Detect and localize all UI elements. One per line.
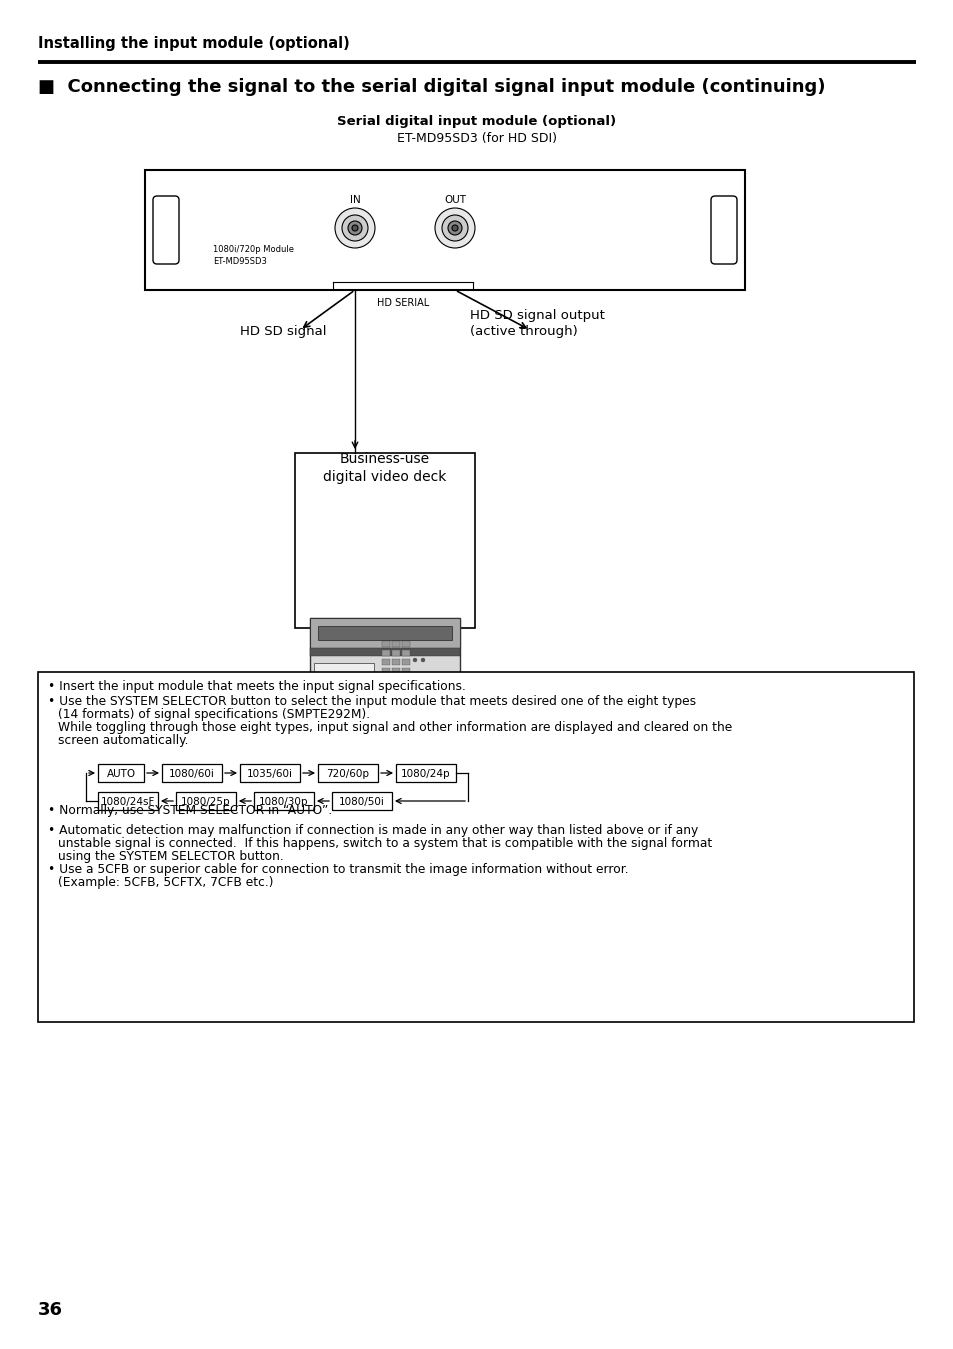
Text: OUT: OUT: [443, 196, 465, 205]
Bar: [98, 764, 144, 782]
Text: 1080/25p: 1080/25p: [181, 797, 231, 807]
Text: • Insert the input module that meets the input signal specifications.: • Insert the input module that meets the…: [48, 680, 465, 693]
Bar: [335, 711, 354, 720]
Bar: [384, 700, 395, 708]
Bar: [392, 668, 399, 674]
Bar: [253, 792, 314, 809]
Circle shape: [420, 696, 455, 730]
Circle shape: [441, 214, 468, 241]
Text: HD SERIAL: HD SERIAL: [376, 298, 429, 308]
Bar: [332, 792, 392, 809]
Bar: [98, 792, 158, 809]
Text: 1080/30p: 1080/30p: [259, 797, 309, 807]
Bar: [175, 792, 235, 809]
Text: (Example: 5CFB, 5CFTX, 7CFB etc.): (Example: 5CFB, 5CFTX, 7CFB etc.): [58, 876, 274, 889]
Bar: [38, 672, 913, 1023]
Text: 1080i/720p Module: 1080i/720p Module: [213, 246, 294, 254]
Bar: [381, 668, 390, 674]
Bar: [395, 764, 456, 782]
Text: 1080/60i: 1080/60i: [169, 769, 214, 778]
FancyBboxPatch shape: [710, 196, 737, 264]
FancyBboxPatch shape: [152, 196, 179, 264]
Text: While toggling through those eight types, input signal and other information are: While toggling through those eight types…: [58, 720, 732, 734]
Text: 1080/24p: 1080/24p: [401, 769, 451, 778]
Bar: [381, 650, 390, 656]
Text: ■  Connecting the signal to the serial digital signal input module (continuing): ■ Connecting the signal to the serial di…: [38, 78, 824, 96]
Circle shape: [435, 208, 475, 248]
Circle shape: [452, 225, 457, 231]
Text: using the SYSTEM SELECTOR button.: using the SYSTEM SELECTOR button.: [58, 850, 283, 863]
Bar: [392, 650, 399, 656]
Bar: [355, 700, 367, 708]
Circle shape: [341, 214, 368, 241]
Bar: [401, 650, 410, 656]
Circle shape: [413, 658, 416, 662]
Circle shape: [430, 706, 446, 720]
Bar: [162, 764, 222, 782]
Text: • Automatic detection may malfunction if connection is made in any other way tha: • Automatic detection may malfunction if…: [48, 824, 698, 836]
Bar: [357, 711, 375, 720]
Bar: [401, 660, 410, 665]
Text: Serial digital input module (optional): Serial digital input module (optional): [337, 115, 616, 128]
Bar: [397, 700, 409, 708]
Bar: [370, 700, 380, 708]
Text: Installing the input module (optional): Installing the input module (optional): [38, 36, 350, 51]
Text: • Use the SYSTEM SELECTOR button to select the input module that meets desired o: • Use the SYSTEM SELECTOR button to sele…: [48, 695, 696, 708]
Text: ET-MD95SD3 (for HD SDI): ET-MD95SD3 (for HD SDI): [396, 132, 557, 144]
Bar: [317, 764, 377, 782]
Text: IN: IN: [349, 196, 360, 205]
Bar: [392, 660, 399, 665]
Bar: [412, 700, 422, 708]
Text: screen automatically.: screen automatically.: [58, 734, 189, 747]
Text: ET-MD95SD3: ET-MD95SD3: [213, 258, 267, 266]
Bar: [381, 641, 390, 648]
Text: • Use a 5CFB or superior cable for connection to transmit the image information : • Use a 5CFB or superior cable for conne…: [48, 863, 628, 876]
Bar: [392, 641, 399, 648]
Text: 1080/50i: 1080/50i: [338, 797, 384, 807]
Bar: [381, 660, 390, 665]
Bar: [294, 453, 475, 629]
Circle shape: [348, 221, 361, 235]
Text: unstable signal is connected.  If this happens, switch to a system that is compa: unstable signal is connected. If this ha…: [58, 836, 712, 850]
Text: 36: 36: [38, 1300, 63, 1319]
Bar: [401, 641, 410, 648]
Text: 1080/24sF: 1080/24sF: [101, 797, 155, 807]
Bar: [310, 618, 459, 728]
Text: • Normally, use SYSTEM SELECTOR in “AUTO”.: • Normally, use SYSTEM SELECTOR in “AUTO…: [48, 804, 332, 817]
Text: HD SD signal output
(active through): HD SD signal output (active through): [470, 309, 604, 339]
Text: HD SD signal: HD SD signal: [240, 325, 326, 339]
Bar: [314, 662, 374, 693]
Bar: [341, 700, 353, 708]
Bar: [240, 764, 299, 782]
Bar: [314, 711, 332, 720]
Bar: [314, 700, 325, 708]
Bar: [328, 700, 338, 708]
Bar: [317, 626, 452, 639]
Bar: [310, 618, 459, 648]
Bar: [145, 170, 744, 290]
Circle shape: [448, 221, 461, 235]
Text: (14 formats) of signal specifications (SMPTE292M).: (14 formats) of signal specifications (S…: [58, 708, 370, 720]
Circle shape: [335, 208, 375, 248]
Text: 1035/60i: 1035/60i: [247, 769, 293, 778]
Text: 720/60p: 720/60p: [326, 769, 369, 778]
Circle shape: [352, 225, 357, 231]
Text: AUTO: AUTO: [107, 769, 135, 778]
Bar: [310, 648, 459, 656]
Bar: [401, 668, 410, 674]
Text: Business-use
digital video deck: Business-use digital video deck: [323, 452, 446, 484]
Circle shape: [420, 658, 424, 662]
